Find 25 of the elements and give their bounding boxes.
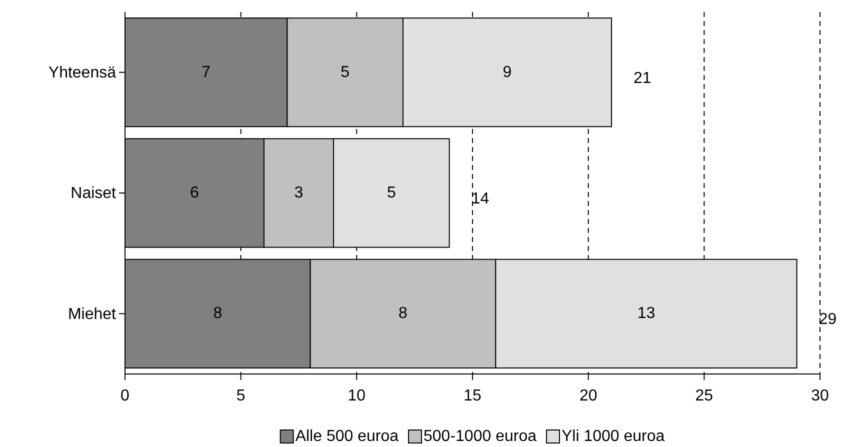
legend-label: 500-1000 euroa	[424, 428, 537, 445]
data-label: 13	[637, 305, 656, 322]
x-tick-label: 0	[120, 388, 130, 405]
y-tick-label: Miehet	[68, 306, 117, 323]
total-label: 29	[818, 311, 837, 328]
x-tick-label: 25	[695, 388, 714, 405]
legend-label: Alle 500 euroa	[295, 428, 399, 445]
data-label: 7	[202, 64, 211, 81]
y-tick-label: Naiset	[70, 185, 117, 202]
x-tick-label: 15	[464, 388, 482, 405]
x-tick-label: 5	[236, 388, 246, 405]
y-tick-label: Yhteensä	[48, 64, 116, 82]
x-tick-label: 10	[348, 388, 366, 405]
data-label: 3	[294, 184, 304, 202]
data-label: 8	[213, 305, 222, 322]
total-label: 21	[634, 70, 652, 87]
data-label: 5	[340, 64, 350, 81]
data-label: 5	[386, 184, 396, 202]
legend-label: Yli 1000 euroa	[561, 428, 665, 445]
x-tick-label: 20	[579, 388, 598, 405]
data-label: 6	[190, 184, 200, 202]
total-label: 14	[471, 190, 490, 208]
data-label: 8	[398, 305, 408, 322]
x-tick-label: 30	[811, 388, 829, 405]
data-label: 9	[502, 64, 512, 81]
